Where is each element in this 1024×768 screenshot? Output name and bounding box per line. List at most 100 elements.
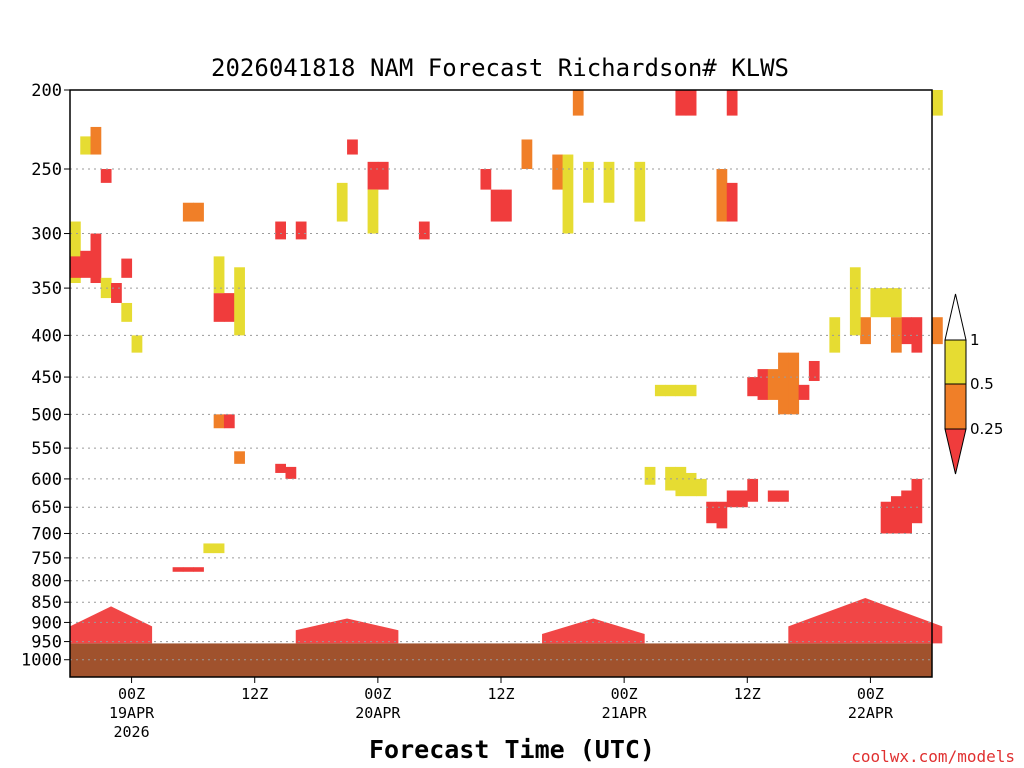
ri-cell	[675, 384, 687, 397]
ri-cell	[767, 369, 779, 400]
ri-cell	[234, 267, 245, 336]
legend: 1 0.5 0.25	[944, 293, 1003, 475]
ri-cell	[778, 352, 789, 415]
ri-cell	[213, 256, 225, 294]
ri-cell	[716, 501, 728, 529]
ri-cell	[849, 267, 861, 336]
ri-cell	[367, 161, 379, 190]
ri-cell	[829, 317, 841, 353]
y-tick-label: 850	[31, 593, 62, 613]
ri-cell	[285, 466, 297, 479]
pbl-low-ri-region	[542, 618, 645, 644]
legend-swatch-high	[944, 339, 967, 385]
ri-cell	[80, 136, 92, 155]
ri-cell	[367, 189, 379, 234]
x-tick-label: 19APR	[109, 704, 155, 722]
x-tick-label: 00Z	[611, 685, 638, 703]
ri-cell	[716, 168, 728, 222]
legend-swatch-mid	[944, 383, 967, 430]
y-tick-label: 250	[31, 160, 62, 180]
ri-cell	[695, 478, 707, 497]
ri-cell	[80, 250, 92, 278]
ri-cell	[70, 221, 81, 284]
ground-fill	[70, 643, 932, 677]
ri-cell	[788, 352, 800, 415]
ri-cell	[767, 490, 779, 502]
ri-cell	[182, 202, 194, 222]
ri-cell	[70, 256, 81, 278]
ri-cell	[726, 182, 738, 222]
pbl-low-ri-region	[295, 618, 399, 644]
ri-cell	[193, 202, 204, 222]
ri-cell	[480, 168, 492, 190]
plot-area	[70, 90, 943, 677]
y-tick-label: 750	[31, 549, 62, 569]
ri-cell	[911, 478, 923, 524]
legend-label-1: 1	[970, 331, 980, 349]
ri-cell	[685, 90, 697, 116]
ri-cell	[213, 414, 225, 429]
ri-cell	[121, 258, 133, 278]
ri-cell	[675, 90, 687, 116]
y-tick-label: 400	[31, 326, 62, 346]
y-tick-label: 800	[31, 572, 62, 592]
y-tick-label: 1000	[21, 651, 62, 671]
ri-cell	[562, 154, 574, 234]
ri-cell	[336, 182, 348, 222]
x-axis-label: Forecast Time (UTC)	[369, 735, 655, 764]
ri-cell	[706, 501, 717, 524]
ri-cell	[100, 168, 112, 183]
y-tick-label: 350	[31, 279, 62, 299]
ri-cell	[275, 221, 286, 240]
ri-cell	[932, 90, 943, 116]
plot-frame	[69, 89, 933, 678]
ri-cell	[521, 139, 533, 169]
x-tick-label: 12Z	[487, 685, 514, 703]
ri-cell	[347, 139, 358, 155]
pbl-low-ri-region	[788, 598, 943, 644]
ri-cell	[737, 490, 748, 508]
ri-cell	[757, 369, 769, 400]
ri-cell	[131, 335, 143, 353]
y-tick-label: 600	[31, 470, 62, 490]
x-tick-label: 00Z	[364, 685, 391, 703]
ri-cell	[234, 451, 245, 464]
legend-label-0-25: 0.25	[970, 420, 1003, 438]
ri-cell	[901, 490, 912, 534]
ri-cell	[552, 154, 564, 190]
x-tick-label: 00Z	[118, 685, 145, 703]
ri-cell	[880, 288, 892, 318]
pbl-low-ri-region	[70, 606, 153, 644]
ri-cell	[418, 221, 430, 240]
ri-cell	[213, 543, 225, 554]
y-tick-label: 900	[31, 613, 62, 633]
ri-cell	[685, 384, 697, 397]
y-tick-label: 950	[31, 633, 62, 653]
chart-title: 2026041818 NAM Forecast Richardson# KLWS	[211, 54, 789, 82]
x-tick-label: 22APR	[848, 704, 894, 722]
ri-cell	[726, 490, 738, 508]
ri-cell	[603, 161, 615, 203]
ri-cell	[726, 90, 738, 116]
ri-cell	[90, 126, 102, 155]
ri-cell	[880, 501, 892, 534]
legend-bottom-triangle	[944, 428, 967, 475]
ri-cell	[665, 384, 676, 397]
y-tick-label: 200	[31, 81, 62, 101]
ri-cell	[890, 288, 902, 318]
ri-cell	[295, 221, 307, 240]
ri-cell	[193, 567, 204, 572]
ri-cell	[203, 543, 215, 554]
ri-cell	[223, 293, 235, 322]
y-tick-label: 500	[31, 405, 62, 425]
x-tick-label: 21APR	[602, 704, 648, 722]
y-tick-label: 700	[31, 524, 62, 544]
ri-cell	[870, 288, 882, 318]
ri-cell	[932, 317, 943, 345]
ri-cell	[121, 302, 133, 322]
legend-label-0-5: 0.5	[970, 375, 994, 393]
ri-cell	[377, 161, 389, 190]
x-tick-label: 20APR	[355, 704, 401, 722]
